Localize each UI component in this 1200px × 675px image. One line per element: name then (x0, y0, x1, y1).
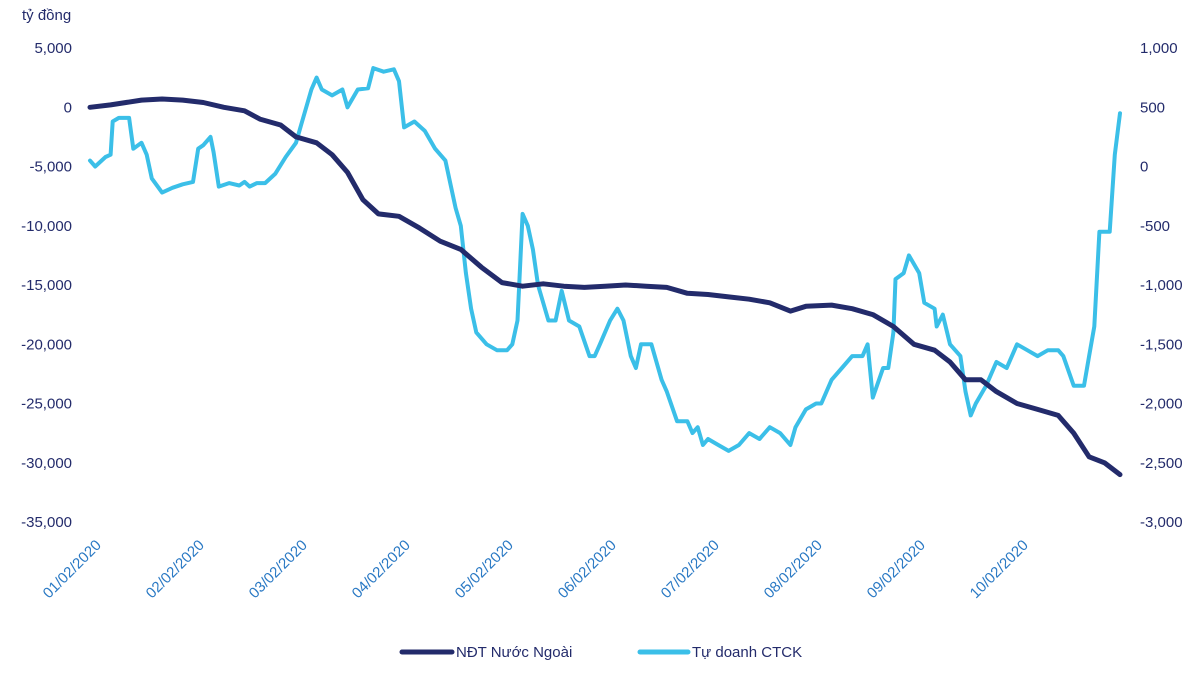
x-axis-tick-label: 01/02/2020 (40, 537, 105, 602)
right-axis-ticks: 1,000 500 0 -500 -1,000 -1,500 -2,000 -2,500 -3,… (1140, 40, 1183, 531)
left-axis-tick-label: -5,000 (29, 159, 72, 176)
left-axis-tick-label: -10,000 (21, 218, 72, 235)
right-axis-tick-label: 0 (1140, 159, 1148, 176)
series-line-ndt-nuoc-ngoai (87, 96, 1123, 478)
x-axis-tick-label: 05/02/2020 (452, 537, 517, 602)
series-layer (87, 66, 1123, 478)
x-axis-tick-label: 06/02/2020 (555, 537, 620, 602)
left-axis-tick-label: -35,000 (21, 514, 72, 531)
left-axis-tick-label: 5,000 (34, 40, 72, 57)
left-axis-unit-group: tỷ đồng (22, 7, 71, 24)
left-axis-ticks: 5,000 0 -5,000 -10,000 -15,000 -20,000 -25,000… (21, 40, 72, 531)
x-axis-tick-label: 10/02/2020 (967, 537, 1032, 602)
right-axis-tick-label: -1,500 (1140, 336, 1183, 353)
left-axis-tick-label: -20,000 (21, 336, 72, 353)
right-axis-tick-label: 1,000 (1140, 40, 1178, 57)
x-axis-tick-label: 08/02/2020 (761, 537, 826, 602)
x-axis-tick-label: 09/02/2020 (864, 537, 929, 602)
right-axis-tick-label: -1,000 (1140, 277, 1183, 294)
left-axis-tick-label: -25,000 (21, 396, 72, 413)
x-axis-tick-label: 04/02/2020 (349, 537, 414, 602)
left-axis-tick-label: -15,000 (21, 277, 72, 294)
legend: NĐT Nước Ngoài Tự doanh CTCK (399, 644, 802, 661)
x-axis-tick-label: 02/02/2020 (143, 537, 208, 602)
x-axis-ticks: 01/02/2020 02/02/2020 03/02/2020 04/02/2020… (40, 537, 1032, 602)
left-axis-tick-label: 0 (64, 99, 72, 116)
right-axis-tick-label: -3,000 (1140, 514, 1183, 531)
legend-label: NĐT Nước Ngoài (456, 644, 572, 661)
right-axis-tick-label: -2,000 (1140, 396, 1183, 413)
y-axis-unit-label: tỷ đồng (22, 7, 71, 24)
series-line-tu-doanh-ctck (88, 66, 1122, 453)
legend-label: Tự doanh CTCK (692, 644, 802, 661)
right-axis-tick-label: -500 (1140, 218, 1170, 235)
x-axis-tick-label: 03/02/2020 (246, 537, 311, 602)
right-axis-tick-label: -2,500 (1140, 455, 1183, 472)
x-axis-tick-label: 07/02/2020 (658, 537, 723, 602)
left-axis-tick-label: -30,000 (21, 455, 72, 472)
right-axis-tick-label: 500 (1140, 99, 1165, 116)
